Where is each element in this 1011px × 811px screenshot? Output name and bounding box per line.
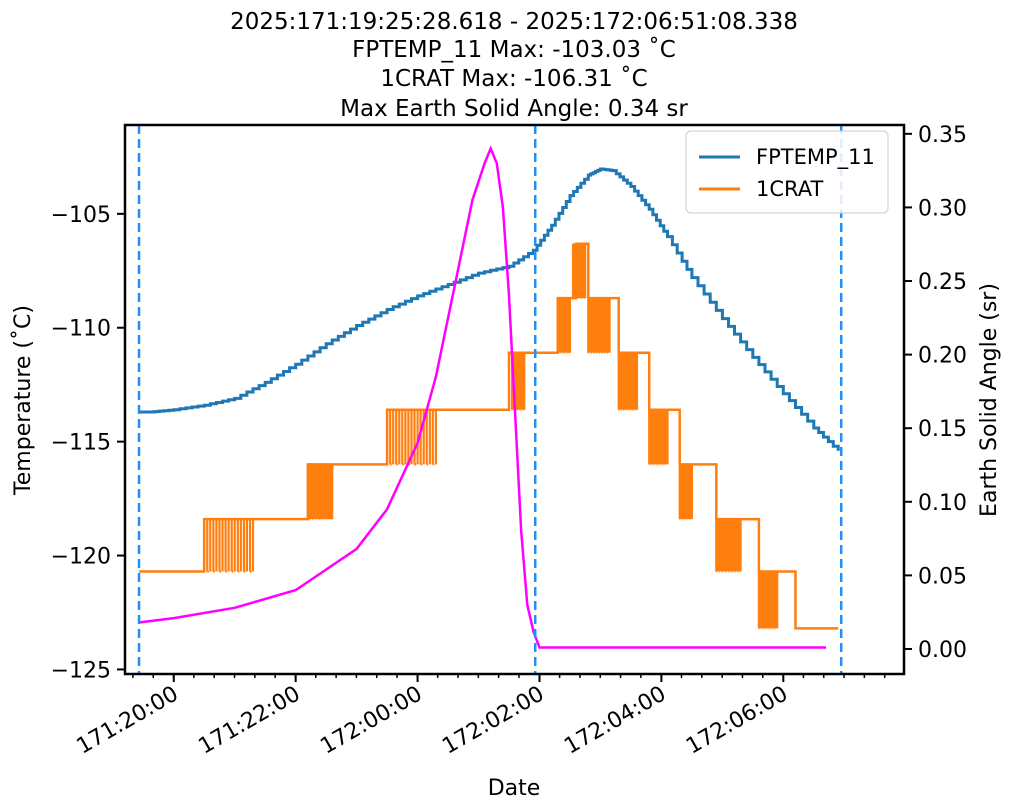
legend-label-fptemp: FPTEMP_11 bbox=[756, 145, 875, 170]
crat-toggle-band-6 bbox=[587, 297, 611, 354]
y-right-tick-label-7: 0.35 bbox=[918, 123, 967, 148]
y-right-tick-label-2: 0.10 bbox=[918, 491, 967, 516]
chart-title: 2025:171:19:25:28.618 - 2025:172:06:51:0… bbox=[230, 9, 798, 122]
crat-toggle-band-0 bbox=[203, 518, 255, 573]
crat-toggle-band-2 bbox=[386, 408, 437, 466]
crat-toggle-band-8 bbox=[648, 408, 669, 466]
plot-series-group bbox=[138, 145, 840, 649]
x-tick-label-0: 171:20:00 bbox=[73, 682, 183, 760]
y-right-tick-label-6: 0.30 bbox=[918, 196, 967, 221]
title-line-4: Max Earth Solid Angle: 0.34 sr bbox=[340, 96, 688, 122]
crat-toggle-band-5 bbox=[571, 242, 587, 300]
x-tick-label-5: 172:06:00 bbox=[682, 682, 792, 760]
y-right-tick-label-0: 0.00 bbox=[918, 638, 967, 663]
x-tick-label-2: 172:00:00 bbox=[316, 682, 426, 760]
x-tick-label-3: 172:02:00 bbox=[438, 682, 548, 760]
crat-toggle-band-1 bbox=[306, 463, 334, 521]
crat-toggle-band-4 bbox=[556, 297, 572, 354]
plot-area bbox=[137, 125, 843, 674]
legend: FPTEMP_11 1CRAT bbox=[685, 130, 889, 214]
y-left-tick-label-3: −110 bbox=[51, 317, 111, 342]
y-right-tick-label-4: 0.20 bbox=[918, 344, 967, 369]
x-tick-label-4: 172:04:00 bbox=[560, 682, 670, 760]
crat-toggle-band-10 bbox=[715, 518, 742, 573]
y-axis-right-label: Earth Solid Angle (sr) bbox=[977, 283, 1002, 517]
series-line-earth-solid-angle bbox=[138, 145, 826, 649]
title-line-3: 1CRAT Max: -106.31 ˚C bbox=[380, 65, 647, 92]
x-tick-label-1: 171:22:00 bbox=[194, 682, 304, 760]
legend-label-crat: 1CRAT bbox=[756, 177, 823, 201]
y-left-tick-label-2: −115 bbox=[51, 431, 111, 456]
y-right-tick-label-3: 0.15 bbox=[918, 417, 967, 442]
title-line-2: FPTEMP_11 Max: -103.03 ˚C bbox=[352, 36, 676, 63]
crat-toggle-band-11 bbox=[757, 570, 779, 630]
y-right-tick-label-5: 0.25 bbox=[918, 270, 967, 295]
y-right-tick-label-1: 0.05 bbox=[918, 564, 967, 589]
y-left-tick-label-1: −120 bbox=[51, 545, 111, 570]
axes-frame bbox=[123, 123, 906, 676]
y-left-tick-label-0: −125 bbox=[51, 658, 111, 683]
crat-toggle-band-7 bbox=[617, 351, 639, 411]
series-line-fptemp-11 bbox=[139, 167, 840, 451]
title-line-1: 2025:171:19:25:28.618 - 2025:172:06:51:0… bbox=[230, 9, 798, 35]
crat-toggle-band-9 bbox=[678, 463, 693, 521]
y-left-tick-label-4: −105 bbox=[51, 203, 111, 228]
x-axis-label: Date bbox=[488, 776, 541, 801]
legend-box bbox=[685, 130, 889, 214]
y-axis-left-label: Temperature (˚C) bbox=[11, 305, 36, 496]
